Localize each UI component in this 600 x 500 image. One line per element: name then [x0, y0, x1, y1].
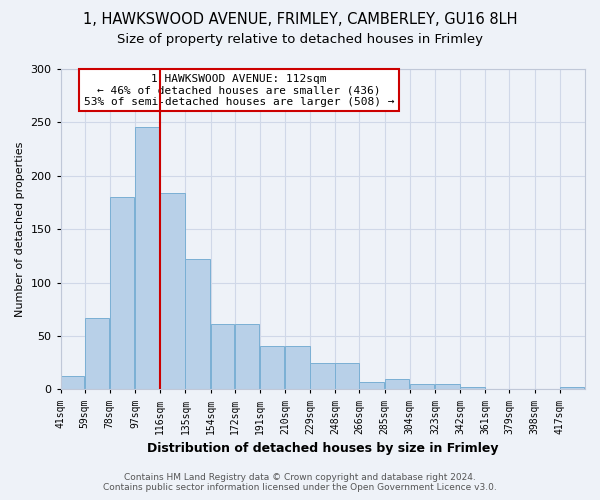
- Bar: [560, 388, 584, 390]
- Text: Size of property relative to detached houses in Frimley: Size of property relative to detached ho…: [117, 32, 483, 46]
- Bar: [310, 362, 335, 390]
- Bar: [435, 384, 460, 390]
- Text: 1 HAWKSWOOD AVENUE: 112sqm
← 46% of detached houses are smaller (436)
53% of sem: 1 HAWKSWOOD AVENUE: 112sqm ← 46% of deta…: [84, 74, 394, 107]
- Text: 1, HAWKSWOOD AVENUE, FRIMLEY, CAMBERLEY, GU16 8LH: 1, HAWKSWOOD AVENUE, FRIMLEY, CAMBERLEY,…: [83, 12, 517, 28]
- Bar: [285, 346, 310, 390]
- Bar: [110, 197, 134, 390]
- Bar: [260, 346, 284, 390]
- Bar: [61, 376, 84, 390]
- X-axis label: Distribution of detached houses by size in Frimley: Distribution of detached houses by size …: [147, 442, 499, 455]
- Bar: [135, 126, 160, 390]
- Bar: [160, 193, 185, 390]
- Bar: [385, 378, 409, 390]
- Bar: [185, 259, 210, 390]
- Bar: [359, 382, 384, 390]
- Bar: [235, 324, 259, 390]
- Bar: [460, 388, 485, 390]
- Bar: [335, 362, 359, 390]
- Text: Contains HM Land Registry data © Crown copyright and database right 2024.
Contai: Contains HM Land Registry data © Crown c…: [103, 473, 497, 492]
- Bar: [410, 384, 434, 390]
- Bar: [211, 324, 234, 390]
- Bar: [85, 318, 109, 390]
- Y-axis label: Number of detached properties: Number of detached properties: [15, 142, 25, 317]
